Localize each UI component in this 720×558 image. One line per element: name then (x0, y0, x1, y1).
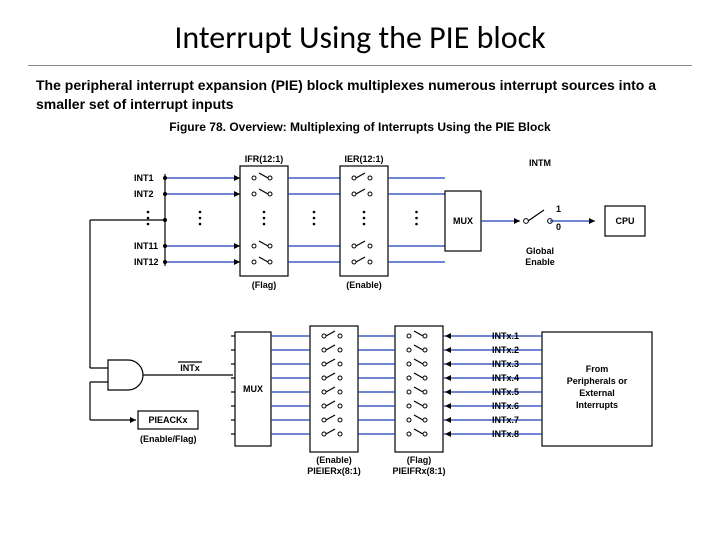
svg-text:1: 1 (556, 204, 561, 214)
svg-text:Global: Global (526, 246, 554, 256)
svg-text:INTx.2: INTx.2 (492, 345, 519, 355)
svg-text:PIEACKx: PIEACKx (148, 415, 187, 425)
pie-block-diagram: INT1 INT2 INT11 INT12 IFR(12:1) (Flag) IER(12:… (50, 136, 670, 476)
svg-text:INTx.6: INTx.6 (492, 401, 519, 411)
figure-caption: Figure 78. Overview: Multiplexing of Int… (0, 120, 720, 134)
svg-text:INTx.4: INTx.4 (492, 373, 519, 383)
svg-text:PIEIERx(8:1): PIEIERx(8:1) (307, 466, 361, 476)
svg-text:External: External (579, 388, 615, 398)
svg-text:MUX: MUX (243, 384, 263, 394)
svg-text:INTx.5: INTx.5 (492, 387, 519, 397)
svg-text:INTx.3: INTx.3 (492, 359, 519, 369)
svg-text:(Enable/Flag): (Enable/Flag) (140, 434, 197, 444)
svg-text:CPU: CPU (615, 216, 634, 226)
page-title: Interrupt Using the PIE block (0, 18, 720, 57)
svg-text:(Enable): (Enable) (346, 280, 382, 290)
svg-text:MUX: MUX (453, 216, 473, 226)
svg-text:INT11: INT11 (134, 241, 158, 251)
svg-text:(Flag): (Flag) (252, 280, 277, 290)
title-divider (28, 65, 692, 66)
svg-text:INT1: INT1 (134, 173, 154, 183)
svg-text:(Enable): (Enable) (316, 455, 352, 465)
svg-text:INTx: INTx (180, 363, 200, 373)
description-text: The peripheral interrupt expansion (PIE)… (36, 76, 684, 114)
svg-text:INTM: INTM (529, 158, 551, 168)
svg-text:IFR(12:1): IFR(12:1) (245, 154, 284, 164)
svg-text:IER(12:1): IER(12:1) (344, 154, 383, 164)
svg-text:INTx.7: INTx.7 (492, 415, 519, 425)
svg-text:Interrupts: Interrupts (576, 400, 618, 410)
svg-text:INT2: INT2 (134, 189, 154, 199)
svg-text:Enable: Enable (525, 257, 555, 267)
svg-text:0: 0 (556, 222, 561, 232)
svg-text:Peripherals or: Peripherals or (567, 376, 628, 386)
svg-text:(Flag): (Flag) (407, 455, 432, 465)
svg-text:From: From (586, 364, 609, 374)
svg-text:INTx.8: INTx.8 (492, 429, 519, 439)
svg-text:INTx.1: INTx.1 (492, 331, 519, 341)
svg-text:PIEIFRx(8:1): PIEIFRx(8:1) (392, 466, 445, 476)
svg-text:INT12: INT12 (134, 257, 159, 267)
